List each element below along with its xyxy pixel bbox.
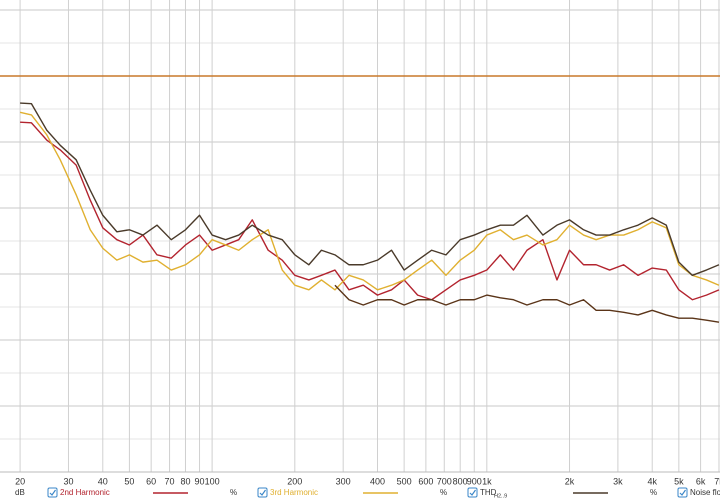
legend-item: 2nd Harmonic% [47,487,237,498]
x-tick-label: 40 [98,476,108,486]
series-line [20,121,720,301]
legend-item: 3rd Harmonic% [257,487,447,498]
legend-label: THD [480,488,497,497]
legend-checkbox[interactable] [257,487,268,498]
checkmark [679,489,686,496]
x-tick-label: 20 [15,476,25,486]
x-tick-label: 4k [647,476,657,486]
legend-unit: % [230,488,237,497]
unit-label: dB [15,488,25,497]
legend-label-sub: H2..9 [494,493,507,499]
x-tick-label: 100 [205,476,220,486]
x-tick-label: 600 [418,476,433,486]
legend-checkbox[interactable] [677,487,688,498]
x-tick-label: 60 [146,476,156,486]
x-tick-label: 70 [165,476,175,486]
series-line [334,284,720,323]
x-tick-label: 1k [482,476,492,486]
legend-unit: % [650,488,657,497]
x-tick-label: 500 [397,476,412,486]
series-line [20,102,720,277]
x-tick-label: 800 [453,476,468,486]
legend-item: Noise flo [677,487,720,498]
legend-label: Noise flo [690,488,720,497]
legend-label: 2nd Harmonic [60,488,110,497]
x-tick-label: 80 [180,476,190,486]
x-tick-label: 3k [613,476,623,486]
x-tick-label: 300 [336,476,351,486]
x-tick-label: 2k [565,476,575,486]
x-tick-label: 6k [696,476,706,486]
legend-unit: % [440,488,447,497]
x-tick-label: 90 [195,476,205,486]
x-tick-label: 50 [124,476,134,486]
legend-checkbox[interactable] [467,487,478,498]
legend-label: 3rd Harmonic [270,488,318,497]
x-tick-label: 30 [63,476,73,486]
x-tick-label: 5k [674,476,684,486]
checkmark [469,489,476,496]
x-tick-label: 7k [714,476,720,486]
series-line [19,111,720,291]
x-tick-label: 400 [370,476,385,486]
checkmark [259,489,266,496]
checkmark [49,489,56,496]
x-tick-label: 700 [437,476,452,486]
x-tick-label: 900 [467,476,482,486]
legend-checkbox[interactable] [47,487,58,498]
x-tick-label: 200 [287,476,302,486]
